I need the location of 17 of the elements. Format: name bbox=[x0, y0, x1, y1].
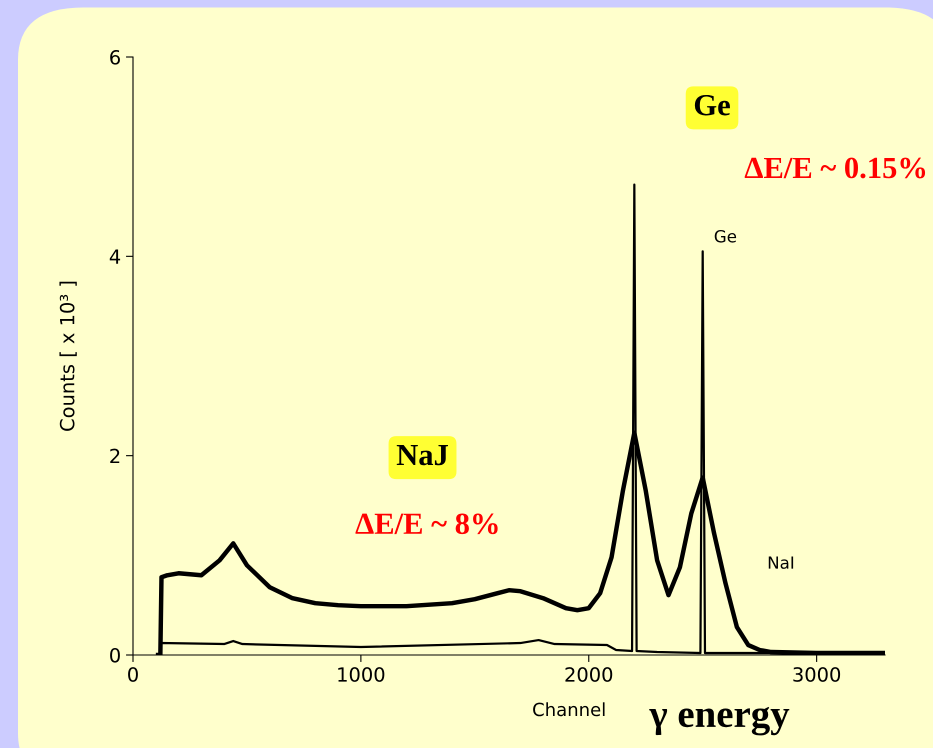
annotation: Ge bbox=[694, 94, 730, 116]
y-axis-title: Counts [ x 10³ ] bbox=[59, 282, 77, 431]
y-tick-label: 2 bbox=[110, 448, 120, 464]
annotation: ΔE/E ~ 8% bbox=[356, 513, 498, 534]
x-tick-label: 1000 bbox=[338, 667, 384, 682]
text: γ energy bbox=[649, 706, 790, 736]
y-tick-label: 0 bbox=[110, 648, 120, 663]
x-tick-label: 0 bbox=[128, 667, 138, 682]
x-tick-label: 2000 bbox=[565, 667, 612, 682]
y-tick-label: 4 bbox=[110, 250, 120, 264]
x-tick-label: 3000 bbox=[793, 667, 840, 682]
annotation: ΔE/E ~ 0.15% bbox=[744, 158, 926, 178]
x-axis-title: Channel bbox=[533, 702, 605, 716]
annotation: NaJ bbox=[396, 445, 448, 466]
annotation: NaI bbox=[768, 556, 794, 569]
annotation: Ge bbox=[714, 230, 736, 243]
y-tick-label: 6 bbox=[110, 50, 120, 65]
